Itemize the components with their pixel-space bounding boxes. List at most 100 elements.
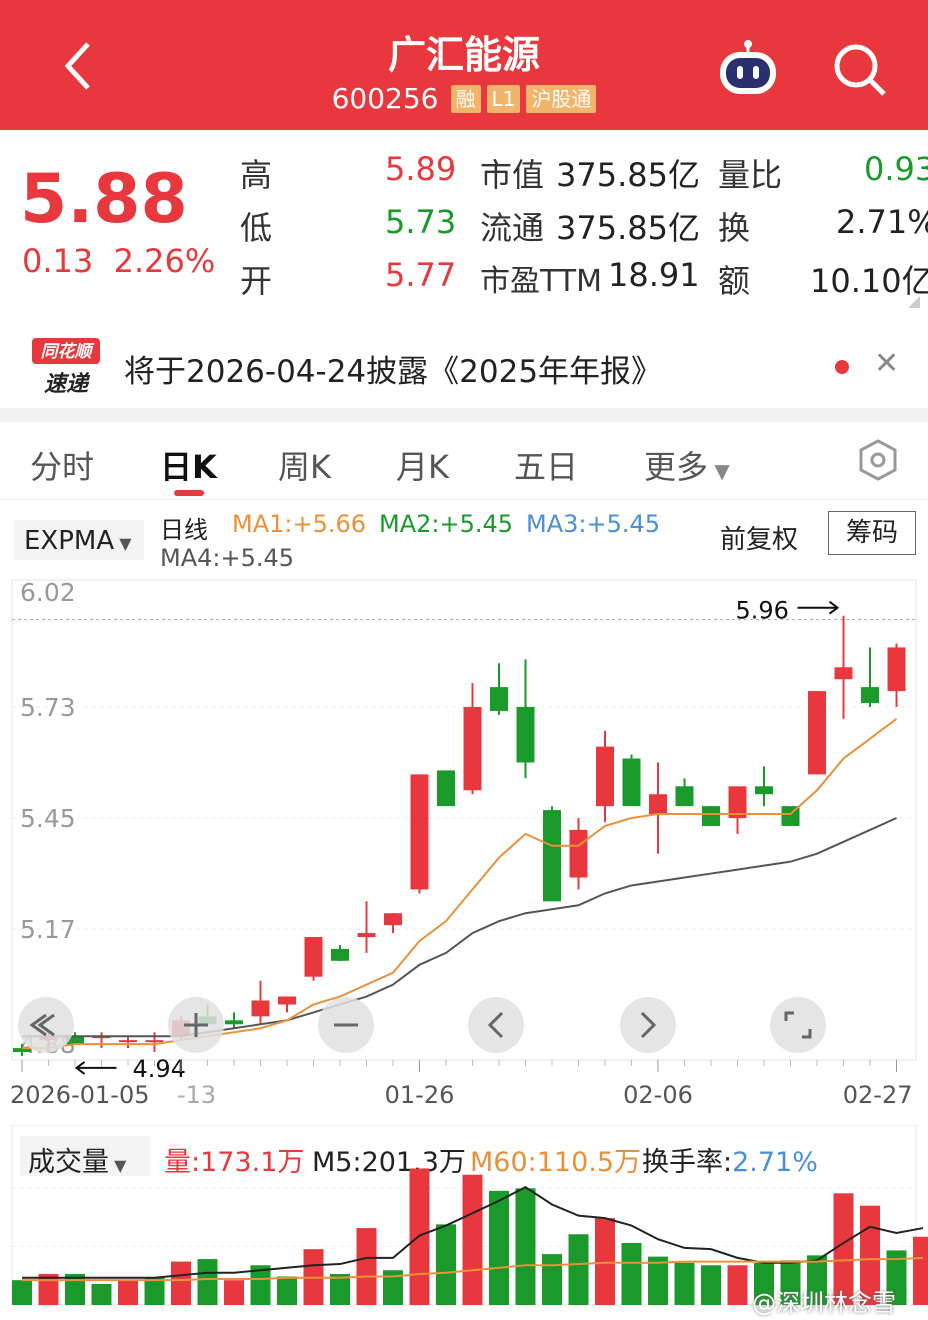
chevron-left-icon[interactable]: [468, 997, 524, 1053]
candle-body: [622, 758, 641, 807]
current-price: 5.88: [20, 160, 188, 239]
robot-assistant-icon[interactable]: [716, 38, 780, 98]
expand-corner-icon[interactable]: [908, 296, 920, 308]
amount-value: 10.10亿: [810, 262, 928, 300]
candle-body: [66, 1036, 84, 1045]
tab-intraday[interactable]: 分时: [30, 448, 95, 486]
level1-badge: L1: [486, 84, 521, 113]
settings-hexagon-icon[interactable]: [858, 438, 898, 482]
candle-body: [728, 786, 747, 819]
high-value: 5.89: [385, 150, 457, 188]
section-divider: [0, 408, 928, 422]
volume-bar: [595, 1218, 615, 1305]
tab-daily-k[interactable]: 日K: [160, 448, 217, 486]
y-tick-label: 5.45: [20, 804, 76, 833]
search-icon[interactable]: [830, 40, 890, 100]
svg-text:速递: 速递: [44, 371, 91, 397]
float-cap-label: 流通: [480, 209, 545, 247]
ma1-value: MA1:+5.66: [232, 510, 367, 538]
volume-bar: [833, 1193, 854, 1305]
ma2-value: MA2:+5.45: [379, 510, 514, 538]
turnover-rate: 换手率:2.71%: [642, 1140, 818, 1179]
news-text[interactable]: 将于2026-04-24披露《2025年年报》: [124, 354, 663, 390]
x-tick-label: 02-27: [843, 1081, 913, 1109]
candle-body: [702, 806, 720, 826]
adjust-mode-label[interactable]: 前复权: [720, 525, 799, 555]
zoom-in-icon[interactable]: [168, 997, 224, 1053]
tab-weekly-k[interactable]: 周K: [278, 448, 331, 486]
volume-chart[interactable]: [0, 1125, 928, 1320]
indicator-select[interactable]: EXPMA ▼: [14, 520, 144, 560]
ma3-value: MA3:+5.45: [526, 510, 661, 538]
turnover-rate-text: 换手率:2.71%: [642, 1147, 818, 1178]
volume-bar: [754, 1262, 774, 1305]
x-tick-label: 01-26: [385, 1081, 455, 1109]
high-annotation: 5.96: [736, 597, 789, 625]
candle-body: [490, 687, 508, 711]
fullscreen-icon[interactable]: [770, 997, 826, 1053]
chevron-down-icon: ▼: [114, 534, 132, 553]
volume-bar: [118, 1280, 138, 1305]
margin-badge: 融: [450, 84, 481, 113]
volume-bar: [674, 1262, 695, 1305]
volume-m5: M5:201.3万: [312, 1147, 466, 1178]
volume-bar: [462, 1174, 483, 1305]
ma-slow-line: [22, 817, 897, 1038]
volume-bar: [568, 1234, 589, 1305]
unread-dot: [835, 360, 849, 374]
turnover-label: 换: [718, 209, 751, 247]
tab-more-label: 更多: [644, 448, 709, 486]
volume-bar: [727, 1265, 748, 1305]
turnover-rate-prefix: 换手率:: [642, 1147, 733, 1178]
candle-body: [755, 786, 773, 795]
tab-five-day[interactable]: 五日: [514, 448, 579, 486]
high-label: 高: [240, 156, 273, 194]
volume-bar: [886, 1250, 907, 1305]
period-label: 日线: [160, 516, 208, 544]
candle-body: [384, 913, 402, 926]
candle-body: [649, 794, 667, 815]
active-tab-indicator: [174, 490, 204, 496]
volume-m5-line: [22, 1185, 924, 1279]
candle-body: [516, 706, 535, 763]
low-annotation: 4.94: [133, 1055, 186, 1083]
low-label: 低: [240, 209, 273, 247]
close-icon[interactable]: ✕: [874, 346, 900, 381]
period-tabs: 分时 日K 周K 月K 五日 更多 ▼: [0, 422, 928, 500]
candle-body: [808, 691, 826, 775]
volume-bar: [701, 1265, 721, 1305]
candle-body: [437, 770, 455, 807]
candle-body: [543, 810, 561, 902]
turnover-rate-number: 2.71%: [732, 1147, 818, 1178]
candlestick-chart[interactable]: 6.025.735.455.174.885.964.942026-01-05-1…: [0, 575, 928, 1115]
candle-body: [357, 933, 376, 938]
low-arrowhead: [74, 1061, 86, 1075]
volume-bar: [542, 1254, 562, 1305]
back-arrow-icon[interactable]: [54, 36, 114, 96]
candle-body: [569, 829, 588, 878]
candle-body: [304, 937, 323, 977]
watermark: @深圳林念雪: [752, 1289, 896, 1317]
candle-body: [92, 1036, 111, 1039]
candle-body: [463, 706, 482, 791]
volume-bar: [515, 1188, 536, 1305]
volume-bar: [436, 1224, 456, 1305]
volume-bar: [277, 1276, 297, 1305]
price-change: 0.13 2.26%: [22, 242, 215, 280]
volume-select-value: 成交量: [28, 1147, 109, 1178]
chips-button[interactable]: 筹码: [828, 511, 916, 555]
scroll-left-double-icon[interactable]: [18, 997, 74, 1053]
zoom-out-icon[interactable]: [318, 997, 374, 1053]
news-bar[interactable]: 同花顺 速递 将于2026-04-24披露《2025年年报》 ✕: [0, 330, 928, 408]
volume-m60: M60:110.5万: [470, 1147, 642, 1178]
float-cap-value: 375.85亿: [556, 209, 700, 247]
candle-body: [410, 774, 429, 890]
stock-name: 广汇能源: [387, 33, 540, 77]
high-arrowhead: [828, 600, 840, 615]
chevron-right-icon[interactable]: [620, 997, 676, 1053]
candle-body: [145, 1040, 164, 1043]
volume-indicator-select[interactable]: 成交量 ▼: [20, 1136, 150, 1178]
candle-body: [13, 1048, 31, 1053]
tab-monthly-k[interactable]: 月K: [396, 448, 449, 486]
tab-more[interactable]: 更多 ▼: [644, 442, 730, 488]
